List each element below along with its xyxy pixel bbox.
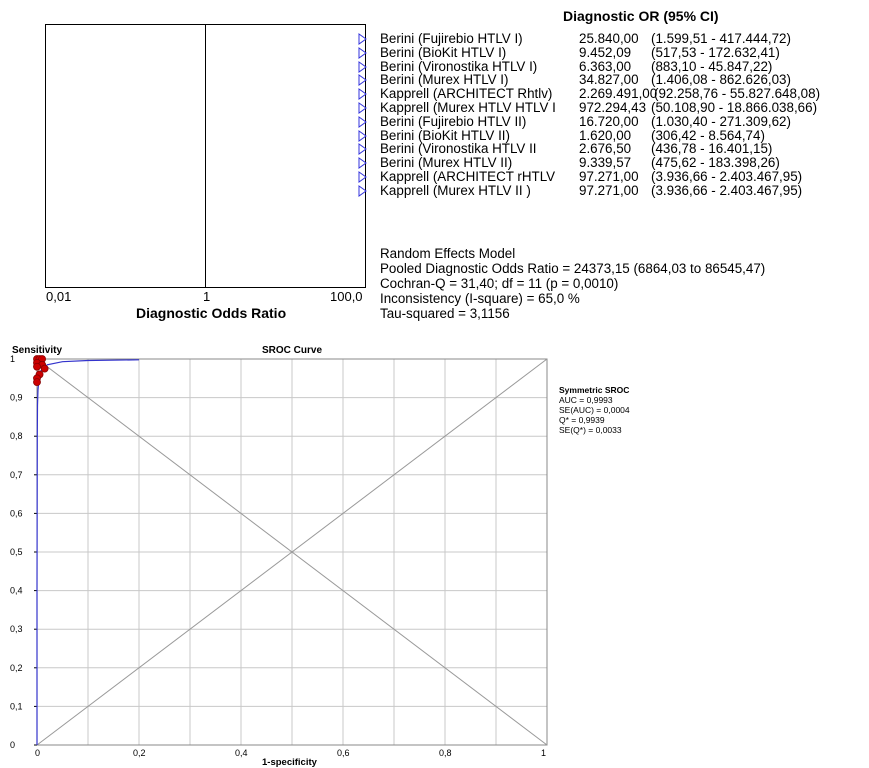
y-tick-label: 0,1 xyxy=(10,701,23,711)
x-tick-label: 0,8 xyxy=(439,748,452,758)
study-name: Berini (Murex HTLV II) xyxy=(380,155,513,171)
study-name: Berini (Vironostika HTLV II xyxy=(380,141,537,157)
study-ci: (3.936,66 - 2.403.467,95) xyxy=(651,169,803,184)
off-scale-arrow-marker xyxy=(358,143,367,156)
off-scale-arrow-marker xyxy=(358,129,367,142)
study-or: 34.827,00 xyxy=(579,72,639,88)
study-name: Kapprell (ARCHITECT rHTLV xyxy=(380,169,556,184)
y-tick-label: 0,6 xyxy=(10,508,23,518)
study-or: 9.339,57 xyxy=(579,155,632,171)
x-tick-mid: 1 xyxy=(203,289,211,304)
sroc-title: SROC Curve xyxy=(262,345,323,356)
study-or: 2.676,50 xyxy=(579,141,632,157)
off-scale-arrow-marker xyxy=(358,184,367,197)
study-name: Berini (Fujirebio HTLV I) xyxy=(380,31,523,46)
study-name: Berini (BioKit HTLV II) xyxy=(380,127,510,143)
inconsistency: Inconsistency (I-square) = 65,0 % xyxy=(380,291,580,306)
off-scale-arrow-marker xyxy=(358,74,367,87)
off-scale-arrow-marker xyxy=(358,46,367,59)
study-or: 97.271,00 xyxy=(579,182,639,198)
study-ci: (306,42 - 8.564,74) xyxy=(651,127,765,143)
study-or: 16.720,00 xyxy=(579,113,639,129)
study-ci: (50.108,90 - 18.866.038,66) xyxy=(651,100,818,115)
tau-squared: Tau-squared = 3,1156 xyxy=(380,306,510,321)
symmetric-sroc-title: Symmetric SROC xyxy=(559,385,630,395)
y-tick-label: 0,9 xyxy=(10,393,23,403)
x-tick-min: 0,01 xyxy=(46,289,72,304)
study-ci: (883,10 - 45.847,22) xyxy=(651,58,773,74)
sroc-q-star: Q* = 0,9939 xyxy=(559,415,605,425)
study-ci: (1.030,40 - 271.309,62) xyxy=(651,113,791,129)
study-name: Berini (BioKit HTLV I) xyxy=(380,44,507,60)
sroc-se-auc: SE(AUC) = 0,0004 xyxy=(559,405,630,415)
study-point xyxy=(33,362,41,371)
y-tick-label: 1 xyxy=(10,354,15,364)
y-tick-label: 0,2 xyxy=(10,663,23,673)
study-or: 9.452,09 xyxy=(579,44,632,60)
study-ci: (475,62 - 183.398,26) xyxy=(651,155,780,171)
study-ci: (436,78 - 16.401,15) xyxy=(651,141,773,157)
study-name: Kapprell (Murex HTLV HTLV I xyxy=(380,100,556,115)
y-tick-label: 0,5 xyxy=(10,547,23,557)
study-ci: (1.599,51 - 417.444,72) xyxy=(651,31,791,46)
study-name: Kapprell (Murex HTLV II ) xyxy=(380,182,531,198)
x-tick-label: 0 xyxy=(35,748,40,758)
y-tick-label: 0,4 xyxy=(10,586,23,596)
x-tick-label: 1 xyxy=(541,748,546,758)
pooled-dor: Pooled Diagnostic Odds Ratio = 24373,15 … xyxy=(380,261,766,276)
study-ci: (517,53 - 172.632,41) xyxy=(651,44,780,60)
study-ci: (3.936,66 - 2.403.467,95) xyxy=(651,182,803,198)
off-scale-arrow-marker xyxy=(358,102,367,114)
off-scale-arrow-marker xyxy=(358,157,367,170)
off-scale-arrow-marker xyxy=(358,60,367,73)
y-tick-label: 0 xyxy=(10,740,15,750)
study-name: Berini (Murex HTLV I) xyxy=(380,72,509,88)
y-tick-label: 0,8 xyxy=(10,431,23,441)
sroc-x-axis-label: 1-specificity xyxy=(262,757,317,768)
cochran-q: Cochran-Q = 31,40; df = 11 (p = 0,0010) xyxy=(380,276,619,291)
forest-x-axis-label: Diagnostic Odds Ratio xyxy=(136,305,287,321)
forest-header: Diagnostic OR (95% CI) xyxy=(563,8,719,24)
x-tick-label: 0,2 xyxy=(133,748,146,758)
study-ci: (1.406,08 - 862.626,03) xyxy=(651,72,791,88)
off-scale-arrow-marker xyxy=(358,88,367,101)
summary-title: Random Effects Model xyxy=(380,246,516,261)
study-or: 6.363,00 xyxy=(579,58,632,74)
off-scale-arrow-marker xyxy=(358,171,367,183)
x-tick-label: 0,6 xyxy=(337,748,350,758)
study-or: 2.269.491,00 xyxy=(579,86,658,102)
x-tick-max: 100,0 xyxy=(330,289,363,304)
study-point xyxy=(33,378,41,387)
study-or: 1.620,00 xyxy=(579,127,632,143)
x-tick-label: 0,4 xyxy=(235,748,248,758)
off-scale-arrow-marker xyxy=(358,33,367,45)
study-name: Berini (Vironostika HTLV I) xyxy=(380,58,538,74)
y-tick-label: 0,3 xyxy=(10,624,23,634)
study-name: Kapprell (ARCHITECT Rhtlv) xyxy=(380,86,553,102)
study-or: 972.294,43 xyxy=(579,100,647,115)
study-or: 97.271,00 xyxy=(579,169,639,184)
study-ci: (92.258,76 - 55.827.648,08) xyxy=(654,86,821,102)
study-or: 25.840,00 xyxy=(579,31,639,46)
symmetry-diagonal xyxy=(36,358,548,746)
sroc-auc: AUC = 0,9993 xyxy=(559,395,613,405)
forest-plot-box xyxy=(45,24,366,288)
off-scale-arrow-marker xyxy=(358,115,367,128)
sroc-se-q-star: SE(Q*) = 0,0033 xyxy=(559,425,622,435)
y-tick-label: 0,7 xyxy=(10,470,23,480)
study-point xyxy=(40,364,49,373)
null-line xyxy=(205,25,206,287)
sroc-y-axis-label: Sensitivity xyxy=(12,345,63,356)
study-name: Berini (Fujirebio HTLV II) xyxy=(380,113,527,129)
